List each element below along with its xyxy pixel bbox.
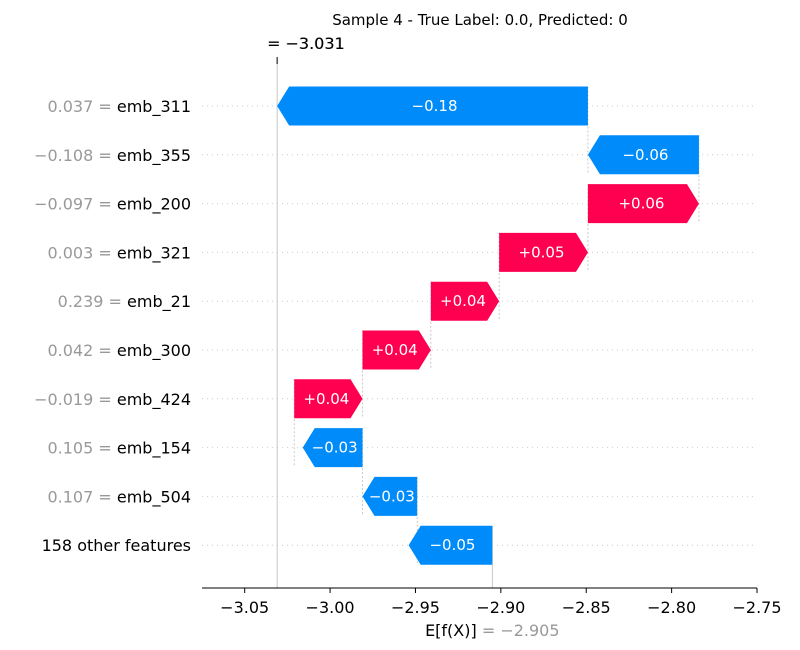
feature-name: emb_311 bbox=[117, 97, 191, 117]
base-value-number: = −2.905 bbox=[482, 621, 560, 640]
positive-contribution-bar bbox=[499, 232, 588, 272]
positive-contribution-bar bbox=[294, 379, 363, 419]
feature-value: −0.019 = bbox=[34, 390, 117, 409]
x-tick-label: −2.85 bbox=[562, 598, 611, 617]
bar-value-label: −0.05 bbox=[429, 536, 475, 554]
feature-name: emb_504 bbox=[117, 487, 191, 507]
x-tick-label: −2.95 bbox=[391, 598, 440, 617]
bar-value-label: −0.03 bbox=[312, 439, 358, 457]
feature-name: emb_300 bbox=[117, 341, 191, 361]
feature-label: −0.019 = emb_424 bbox=[34, 390, 191, 410]
feature-label: −0.097 = emb_200 bbox=[34, 195, 191, 215]
x-tick-label: −3.05 bbox=[220, 598, 269, 617]
feature-value: 0.107 = bbox=[47, 487, 116, 506]
feature-value: 0.003 = bbox=[47, 243, 116, 262]
bar-value-label: +0.04 bbox=[372, 341, 418, 359]
base-value-text: E[f(X)] = −2.905 bbox=[425, 621, 559, 640]
feature-label: −0.108 = emb_355 bbox=[34, 146, 191, 166]
feature-label: 0.239 = emb_21 bbox=[58, 292, 191, 312]
positive-contribution-bar bbox=[587, 184, 699, 224]
feature-value: 0.037 = bbox=[47, 97, 116, 116]
chart-title: Sample 4 - True Label: 0.0, Predicted: 0 bbox=[332, 11, 628, 29]
feature-name: emb_321 bbox=[117, 243, 191, 263]
base-value-prefix: E[f(X)] bbox=[425, 621, 482, 640]
bar-value-label: −0.03 bbox=[369, 487, 415, 505]
negative-contribution-bar bbox=[362, 476, 418, 516]
feature-label: 0.105 = emb_154 bbox=[47, 439, 191, 459]
feature-name: emb_154 bbox=[117, 439, 191, 459]
feature-value: −0.097 = bbox=[34, 195, 117, 214]
feature-label: 0.037 = emb_311 bbox=[47, 97, 191, 117]
bar-value-label: +0.06 bbox=[618, 195, 664, 213]
positive-contribution-bar bbox=[362, 330, 431, 370]
feature-name: emb_355 bbox=[117, 146, 191, 166]
feature-labels: 0.037 = emb_311 −0.108 = emb_355 −0.097 = … bbox=[34, 97, 191, 555]
bar-value-label: +0.04 bbox=[440, 292, 486, 310]
negative-contribution-bar bbox=[277, 86, 588, 126]
x-tick-label: −2.75 bbox=[732, 598, 781, 617]
fx-label: −3.031= −3.031 bbox=[267, 34, 345, 53]
negative-contribution-bar bbox=[408, 525, 493, 565]
feature-value: −0.108 = bbox=[34, 146, 117, 165]
x-tick-label: −3.00 bbox=[306, 598, 355, 617]
bars: −0.18 −0.06 +0.06 +0.05 +0.04 +0.04 +0.04 −0.03… bbox=[277, 86, 699, 565]
base-value-label: E[f(X)] = −2.905 bbox=[425, 621, 559, 640]
negative-contribution-bar bbox=[302, 428, 363, 468]
feature-label: 0.107 = emb_504 bbox=[47, 487, 191, 507]
x-tick-label: −2.80 bbox=[647, 598, 696, 617]
feature-value: 0.105 = bbox=[47, 439, 116, 458]
feature-label: 0.003 = emb_321 bbox=[47, 243, 191, 263]
bar-value-label: +0.04 bbox=[303, 390, 349, 408]
bar-value-label: +0.05 bbox=[519, 243, 565, 261]
x-axis: −3.05 −3.00 −2.95 −2.90 −2.85 −2.80 −2.75 bbox=[202, 587, 782, 617]
feature-name: emb_21 bbox=[127, 292, 191, 312]
x-tick-label: −2.90 bbox=[476, 598, 525, 617]
guide-lines bbox=[276, 57, 700, 588]
feature-label: 0.042 = emb_300 bbox=[47, 341, 191, 361]
fx-prefix: = bbox=[267, 34, 286, 53]
negative-contribution-bar bbox=[587, 135, 699, 175]
feature-value: 0.239 = bbox=[58, 292, 127, 311]
feature-name: emb_200 bbox=[117, 195, 191, 215]
fx-value-light: −3.031 bbox=[285, 34, 344, 53]
fx-value: −3.031 bbox=[286, 34, 345, 53]
feature-name: 158 other features bbox=[42, 536, 191, 555]
feature-label: 158 other features bbox=[42, 536, 191, 555]
feature-value: 0.042 = bbox=[47, 341, 116, 360]
positive-contribution-bar bbox=[430, 281, 500, 321]
bar-value-label: −0.18 bbox=[412, 97, 458, 115]
feature-name: emb_424 bbox=[117, 390, 191, 410]
fx-value-dark: = −3.031 bbox=[267, 34, 345, 53]
bar-value-label: −0.06 bbox=[622, 146, 668, 164]
